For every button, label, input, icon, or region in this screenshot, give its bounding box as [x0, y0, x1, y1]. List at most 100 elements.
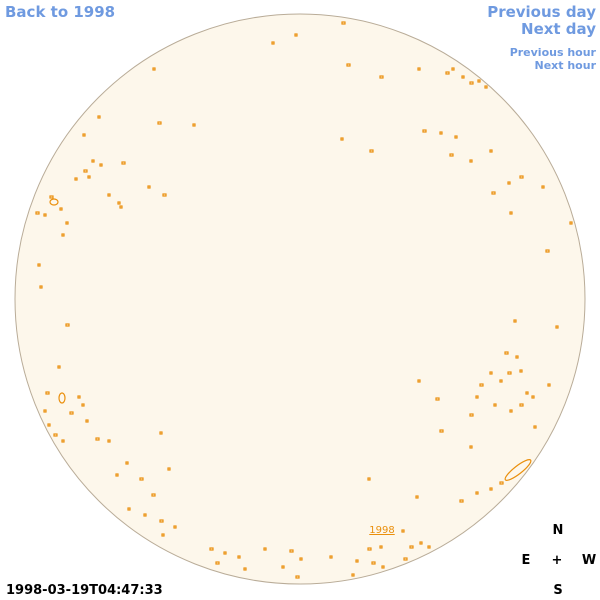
- feature-mark: [509, 211, 513, 215]
- feature-mark: [329, 555, 333, 559]
- feature-mark: [509, 409, 513, 413]
- feature-mark: [519, 369, 523, 373]
- feature-mark: [484, 85, 488, 89]
- feature-mark: [513, 319, 517, 323]
- feature-mark: [121, 161, 126, 165]
- feature-mark: [519, 175, 524, 179]
- feature-mark: [417, 67, 421, 71]
- feature-mark: [419, 541, 423, 545]
- feature-mark: [355, 559, 359, 563]
- feature-mark: [469, 445, 473, 449]
- feature-mark: [403, 557, 408, 561]
- feature-mark: [504, 459, 532, 481]
- feature-mark: [295, 575, 300, 579]
- back-link[interactable]: Back to 1998: [5, 3, 115, 21]
- feature-mark: [162, 193, 167, 197]
- feature-mark: [115, 473, 119, 477]
- feature-mark: [281, 565, 285, 569]
- feature-mark: [37, 263, 41, 267]
- feature-mark: [415, 495, 419, 499]
- feature-mark: [547, 383, 551, 387]
- feature-mark: [119, 205, 123, 209]
- feature-mark: [341, 21, 346, 25]
- feature-mark: [58, 392, 66, 404]
- feature-mark: [417, 379, 421, 383]
- feature-mark: [422, 129, 427, 133]
- feature-mark: [371, 561, 376, 565]
- feature-mark: [367, 477, 371, 481]
- previous-day-link[interactable]: Previous day: [487, 3, 596, 21]
- feature-mark: [489, 371, 493, 375]
- feature-mark: [95, 437, 100, 441]
- feature-mark: [504, 351, 509, 355]
- feature-mark: [469, 413, 474, 417]
- feature-mark: [91, 159, 95, 163]
- feature-mark: [49, 195, 54, 199]
- feature-mark: [499, 481, 504, 485]
- feature-mark: [515, 355, 519, 359]
- feature-mark: [43, 409, 47, 413]
- feature-mark: [125, 461, 129, 465]
- feature-mark: [479, 383, 484, 387]
- feature-mark: [223, 551, 227, 555]
- feature-mark: [107, 193, 111, 197]
- feature-mark: [340, 137, 344, 141]
- feature-mark: [289, 549, 294, 553]
- feature-mark: [192, 123, 196, 127]
- feature-mark: [61, 439, 65, 443]
- feature-mark: [107, 439, 111, 443]
- feature-mark: [39, 285, 43, 289]
- feature-mark: [489, 149, 493, 153]
- next-hour-link[interactable]: Next hour: [535, 59, 597, 72]
- feature-mark: [427, 545, 431, 549]
- feature-mark: [74, 177, 78, 181]
- feature-mark: [35, 211, 40, 215]
- feature-mark: [367, 547, 372, 551]
- next-day-link[interactable]: Next day: [521, 20, 596, 38]
- disk-label[interactable]: 1998: [369, 525, 394, 536]
- feature-mark: [77, 395, 81, 399]
- feature-mark: [151, 493, 156, 497]
- feature-mark: [381, 565, 385, 569]
- feature-mark: [173, 525, 177, 529]
- feature-mark: [143, 513, 147, 517]
- feature-mark: [65, 323, 70, 327]
- feature-mark: [351, 573, 355, 577]
- feature-mark: [47, 423, 51, 427]
- feature-mark: [477, 79, 481, 83]
- feature-mark: [209, 547, 214, 551]
- compass-center: +: [552, 553, 563, 568]
- feature-mark: [401, 529, 405, 533]
- feature-mark: [461, 75, 465, 79]
- solar-disk: [14, 13, 586, 585]
- feature-mark: [569, 221, 573, 225]
- feature-mark: [271, 41, 275, 45]
- feature-mark: [81, 403, 85, 407]
- feature-mark: [459, 499, 464, 503]
- feature-mark: [469, 159, 473, 163]
- feature-mark: [159, 519, 164, 523]
- compass-south: S: [553, 583, 562, 598]
- feature-mark: [87, 175, 91, 179]
- feature-mark: [215, 561, 220, 565]
- feature-mark: [545, 249, 550, 253]
- previous-hour-link[interactable]: Previous hour: [510, 46, 597, 59]
- feature-mark: [469, 81, 474, 85]
- timestamp: 1998-03-19T04:47:33: [6, 583, 163, 598]
- feature-mark: [507, 181, 511, 185]
- feature-mark: [294, 33, 298, 37]
- feature-mark: [299, 557, 303, 561]
- feature-mark: [69, 411, 74, 415]
- feature-mark: [117, 201, 121, 205]
- feature-mark: [435, 397, 440, 401]
- feature-mark: [489, 487, 493, 491]
- feature-mark: [475, 395, 479, 399]
- feature-mark: [369, 149, 374, 153]
- compass-east: E: [522, 553, 531, 568]
- feature-mark: [449, 153, 454, 157]
- compass-west: W: [582, 553, 596, 568]
- feature-mark: [439, 131, 443, 135]
- feature-mark: [346, 63, 351, 67]
